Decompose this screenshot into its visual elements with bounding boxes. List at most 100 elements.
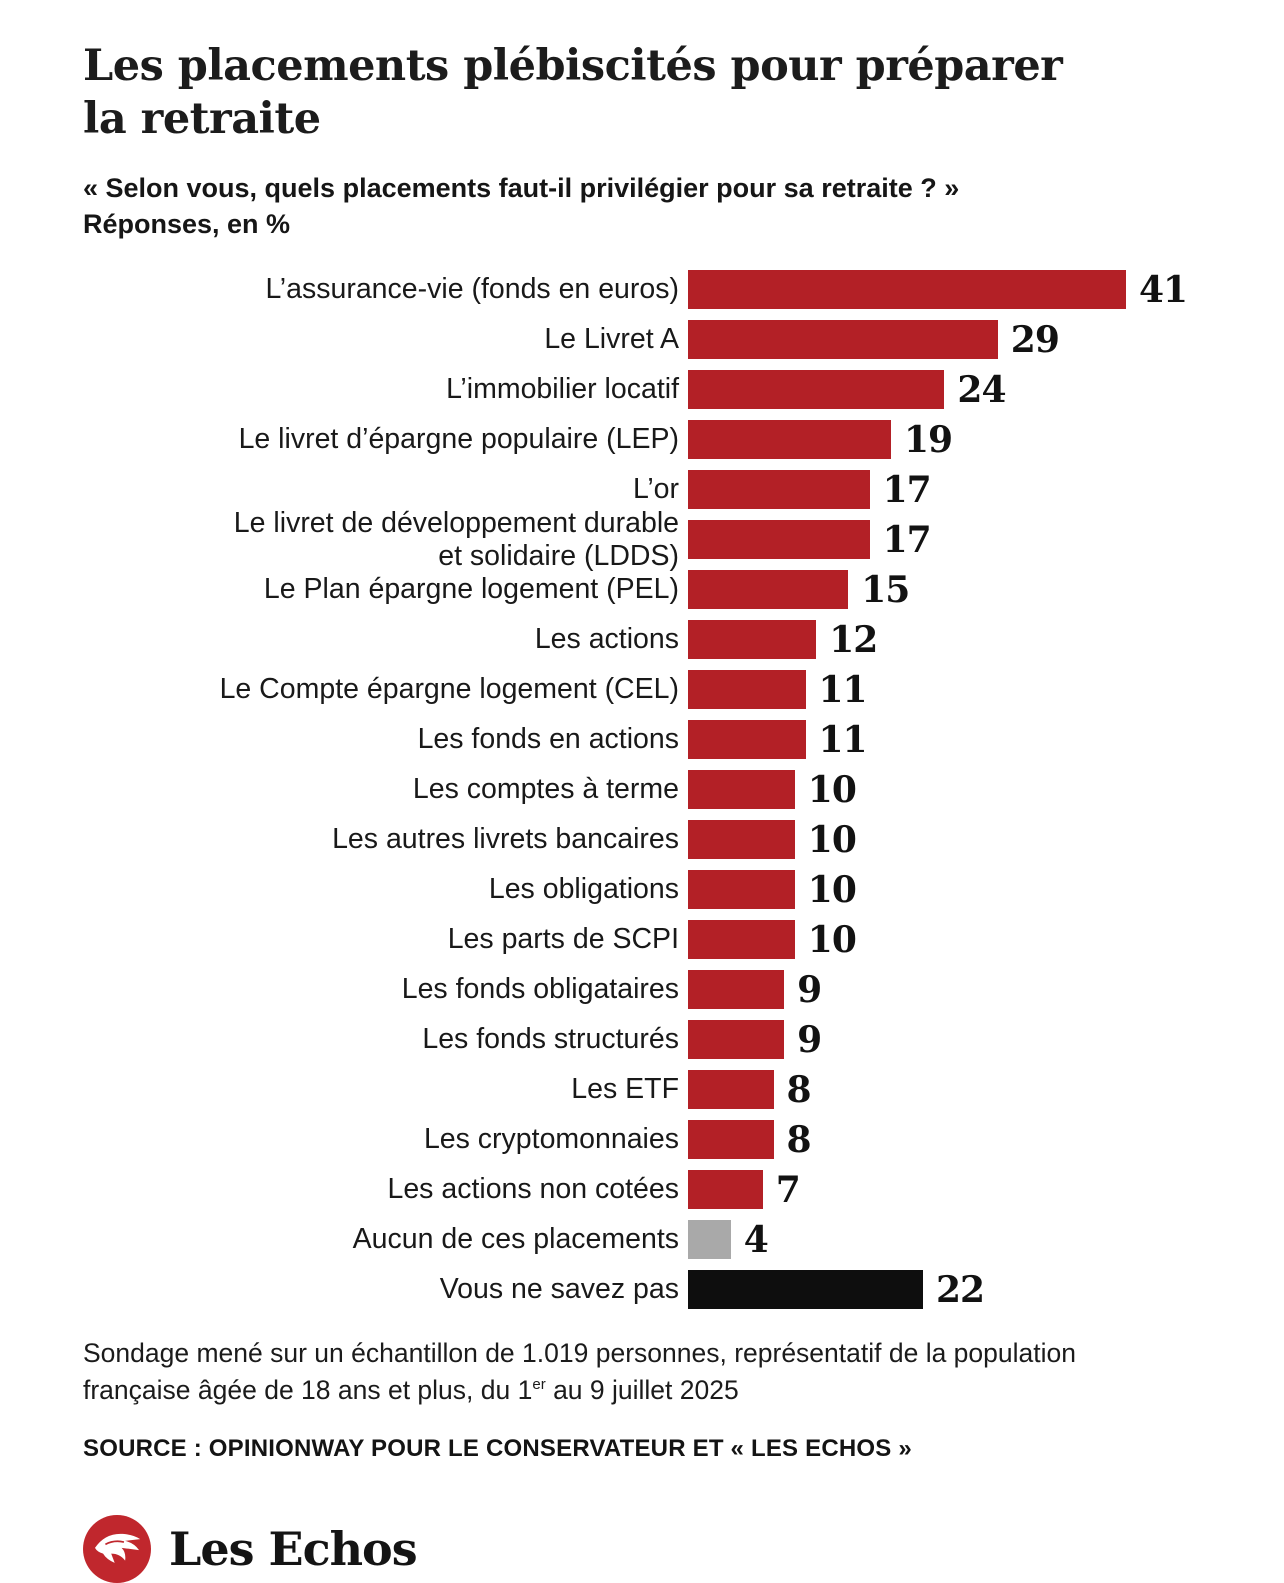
chart-row: Les actions non cotées 7 [83,1165,1224,1215]
value-label: 12 [829,618,878,661]
bar-track: 10 [688,915,1224,965]
bar [688,820,795,860]
value-label: 4 [743,1218,769,1261]
category-label: Les comptes à terme [412,773,679,806]
bar [688,1120,774,1160]
chart-row: Le Plan épargne logement (PEL) 15 [83,565,1224,615]
value-label: 11 [818,718,868,761]
bar-track: 7 [688,1165,1224,1215]
value-label: 22 [936,1268,985,1311]
bar-track: 10 [688,815,1224,865]
value-label: 9 [797,968,822,1011]
bar-track: 10 [688,865,1224,915]
bar-track: 29 [688,315,1224,365]
value-label: 8 [786,1068,812,1111]
logo-wordmark: Les Echos [169,1521,418,1576]
chart-row: Les fonds en actions 11 [83,715,1224,765]
value-label: 19 [904,418,953,461]
bar-track: 9 [688,1015,1224,1065]
bar-track: 8 [688,1115,1224,1165]
bar [688,470,870,510]
chart-row: Les cryptomonnaies 8 [83,1115,1224,1165]
chart-row: Les fonds obligataires 9 [83,965,1224,1015]
category-label: Les parts de SCPI [447,923,679,956]
page-title: Les placements plébiscités pour préparer… [83,41,1063,144]
category-label: Les actions [534,623,679,656]
value-label: 41 [1139,268,1188,311]
bar-chart: L’assurance-vie (fonds en euros) 41 Le Liv… [83,265,1224,1315]
bar-track: 41 [688,265,1224,315]
bar [688,1170,763,1210]
category-label: Vous ne savez pas [439,1273,679,1306]
bar-track: 4 [688,1215,1224,1265]
category-label: Les fonds en actions [417,723,679,756]
bar [688,370,945,410]
note-text-end: au 9 juillet 2025 [545,1374,739,1405]
bar-track: 9 [688,965,1224,1015]
value-label: 7 [775,1168,801,1211]
note-superscript: er [532,1375,546,1393]
bar-track: 22 [688,1265,1224,1315]
value-label: 17 [882,518,932,561]
bar [688,1220,731,1260]
methodology-note: Sondage mené sur un échantillon de 1.019… [83,1335,1158,1409]
category-label: Les cryptomonnaies [423,1123,679,1156]
bar [688,720,806,760]
category-label: L’immobilier locatif [446,373,679,406]
bar-track: 8 [688,1065,1224,1115]
value-label: 8 [786,1118,812,1161]
chart-row: Le livret de développement durable et so… [83,507,1224,572]
source-line: SOURCE : OPINIONWAY POUR LE CONSERVATEUR… [83,1434,912,1462]
category-label: Les obligations [488,873,679,906]
value-label: 9 [797,1018,822,1061]
category-label: L’assurance-vie (fonds en euros) [265,273,679,306]
chart-row: Le Livret A 29 [83,315,1224,365]
value-label: 29 [1010,318,1060,361]
bar-track: 15 [688,565,1224,615]
chart-row: Les fonds structurés 9 [83,1015,1224,1065]
bar [688,270,1126,310]
chart-row: L’or 17 [83,465,1224,515]
category-label: Les fonds structurés [422,1023,679,1056]
bar-track: 12 [688,615,1224,665]
chart-row: L’immobilier locatif 24 [83,365,1224,415]
category-label: Le Compte épargne logement (CEL) [219,673,679,706]
category-label: L’or [633,473,679,506]
category-label: Le livret d’épargne populaire (LEP) [238,423,679,456]
bar-track: 11 [688,665,1224,715]
bar [688,770,795,810]
chart-row: Les obligations 10 [83,865,1224,915]
note-text-start: Sondage mené sur un échantillon de 1.019… [83,1337,1076,1405]
chart-row: L’assurance-vie (fonds en euros) 41 [83,265,1224,315]
chart-row: Les parts de SCPI 10 [83,915,1224,965]
unit-note: Réponses, en % [83,209,291,240]
chart-row: Aucun de ces placements 4 [83,1215,1224,1265]
category-label: Le livret de développement durable et so… [233,506,679,572]
value-label: 11 [818,668,868,711]
chart-row: Vous ne savez pas 22 [83,1265,1224,1315]
pegasus-icon [83,1514,151,1583]
bar-track: 24 [688,365,1224,415]
chart-row: Les comptes à terme 10 [83,765,1224,815]
bar [688,320,998,360]
value-label: 17 [882,468,932,511]
category-label: Aucun de ces placements [352,1223,679,1256]
chart-row: Les actions 12 [83,615,1224,665]
value-label: 24 [957,368,1006,411]
chart-row: Les autres livrets bancaires 10 [83,815,1224,865]
bar-track: 17 [688,465,1224,515]
survey-question: « Selon vous, quels placements faut-il p… [83,172,960,203]
bar-track: 10 [688,765,1224,815]
value-label: 10 [807,768,857,811]
bar [688,970,785,1010]
bar-track: 17 [688,515,1224,565]
chart-row: Les ETF 8 [83,1065,1224,1115]
les-echos-logo: Les Echos [83,1514,1224,1583]
category-label: Les fonds obligataires [401,973,679,1006]
category-label: Les ETF [571,1073,679,1106]
bar [688,1070,774,1110]
bar [688,670,806,710]
chart-row: Le livret d’épargne populaire (LEP) 19 [83,415,1224,465]
bar [688,520,870,560]
bar [688,1270,923,1310]
